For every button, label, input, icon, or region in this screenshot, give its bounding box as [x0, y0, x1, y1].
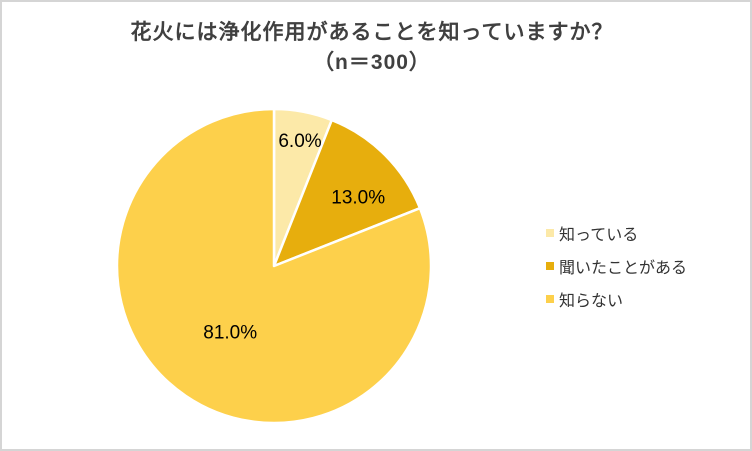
- legend-item-0: 知っている: [546, 216, 687, 249]
- chart-legend: 知っている聞いたことがある 知らない: [546, 216, 687, 315]
- legend-item-label: 聞いたことがある: [559, 259, 688, 277]
- legend-item-label: 知っている: [559, 226, 639, 244]
- pie-slice-value-label: 13.0%: [331, 187, 385, 208]
- legend-item-1: 聞いたことがある: [546, 249, 687, 282]
- pie-slice-value-label: 6.0%: [278, 131, 321, 152]
- legend-item-2: 知らない: [546, 282, 687, 315]
- legend-item-label: 知らない: [559, 292, 624, 310]
- chart-title-block: 花火には浄化作用があることを知っていますか？ （n＝300）: [2, 18, 742, 78]
- legend-swatch-icon: [546, 261, 554, 270]
- legend-swatch-icon: [546, 228, 554, 237]
- chart-title: 花火には浄化作用があることを知っていますか？: [130, 21, 614, 44]
- chart-subtitle: （n＝300）: [313, 51, 431, 74]
- pie-slice-2: [115, 107, 433, 425]
- legend-swatch-icon: [546, 294, 554, 303]
- pie-chart: 6.0% 13.0% 81.0%: [115, 107, 433, 425]
- pie-slice-value-label: 81.0%: [203, 323, 257, 344]
- pie-slice-1: [272, 118, 422, 268]
